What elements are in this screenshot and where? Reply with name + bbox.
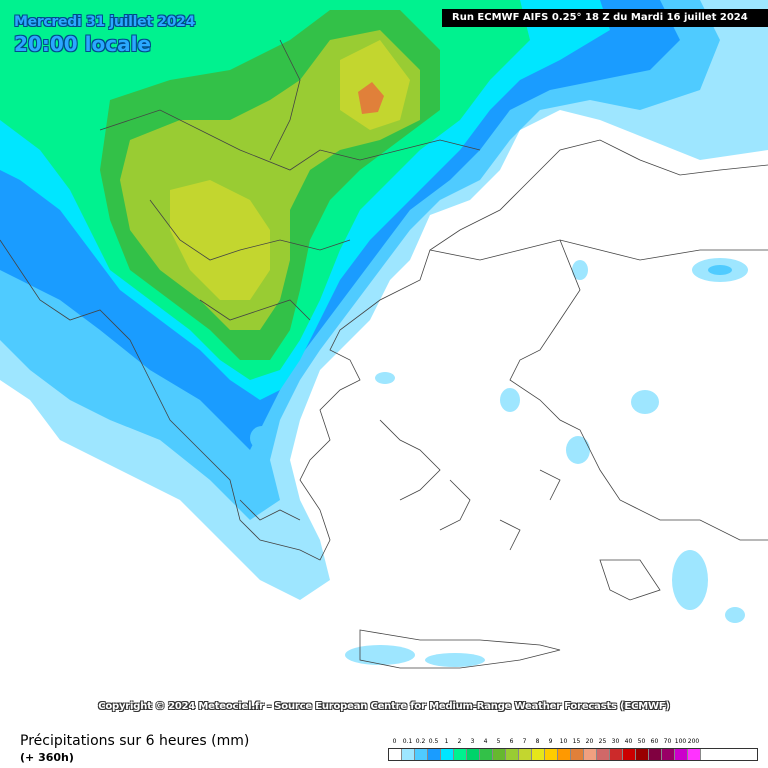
coastlines <box>0 39 768 669</box>
legend-label: 3 <box>470 738 475 745</box>
legend-swatch <box>493 749 506 760</box>
legend-label: 15 <box>572 738 581 745</box>
legend-swatch <box>571 749 584 760</box>
legend-label: 100 <box>674 738 687 745</box>
legend-swatch <box>389 749 402 760</box>
legend-label: 9 <box>548 738 553 745</box>
legend-label: 0 <box>392 738 397 745</box>
forecast-date: Mercredi 31 juillet 2024 <box>14 14 196 30</box>
lead-time: (+ 360h) <box>20 751 74 764</box>
variable-title: Précipitations sur 6 heures (mm) <box>20 733 250 749</box>
precip-core-orange <box>358 82 384 114</box>
legend-swatch <box>402 749 415 760</box>
legend-swatch <box>623 749 636 760</box>
legend-label: 2 <box>457 738 462 745</box>
precip-cell <box>425 653 485 667</box>
precip-cell <box>725 607 745 623</box>
legend-label: 0.1 <box>402 738 413 745</box>
precip-cell <box>375 372 395 384</box>
legend-swatch <box>480 749 493 760</box>
copyright-notice: Copyright © 2024 Meteociel.fr - Source E… <box>98 701 670 712</box>
legend-swatch <box>532 749 545 760</box>
precip-cell <box>250 426 274 450</box>
legend-label: 60 <box>650 738 659 745</box>
legend-swatch <box>506 749 519 760</box>
legend-swatch <box>688 749 701 760</box>
precip-cell <box>708 265 732 275</box>
legend-label: 25 <box>598 738 607 745</box>
forecast-local-time: 20:00 locale <box>14 32 151 56</box>
legend-swatch <box>519 749 532 760</box>
precip-cell <box>500 388 520 412</box>
legend-swatch <box>662 749 675 760</box>
legend-swatch <box>610 749 623 760</box>
legend-label: 20 <box>585 738 594 745</box>
precip-cell <box>566 436 590 464</box>
precip-cell <box>672 550 708 610</box>
legend-label: 8 <box>535 738 540 745</box>
precip-band-yellow <box>170 180 270 300</box>
legend-swatch <box>415 749 428 760</box>
legend-swatch <box>675 749 688 760</box>
legend-swatch <box>597 749 610 760</box>
legend-label: 0.2 <box>415 738 426 745</box>
precip-cell <box>572 260 588 280</box>
legend-color-bar <box>388 748 758 761</box>
legend-swatch <box>584 749 597 760</box>
legend-swatch <box>428 749 441 760</box>
legend-swatch <box>636 749 649 760</box>
legend-label: 40 <box>624 738 633 745</box>
model-run-info: Run ECMWF AIFS 0.25° 18 Z du Mardi 16 ju… <box>442 9 768 27</box>
precip-cell <box>631 390 659 414</box>
legend-label: 5 <box>496 738 501 745</box>
legend-label: 50 <box>637 738 646 745</box>
precip-cell <box>345 645 415 665</box>
legend-swatch <box>545 749 558 760</box>
legend-label: 30 <box>611 738 620 745</box>
legend-label: 1 <box>444 738 449 745</box>
legend-label: 10 <box>559 738 568 745</box>
legend-label: 7 <box>522 738 527 745</box>
legend-labels: 0 0.1 0.2 0.5 1 2 3 4 5 6 7 8 9 10 15 20 25 30 40 50 60 70 100… <box>388 738 758 748</box>
legend-label: 200 <box>687 738 700 745</box>
color-legend: 0 0.1 0.2 0.5 1 2 3 4 5 6 7 8 9 10 15 20 25 30 40 50 60 70 100… <box>388 738 758 761</box>
legend-swatch <box>558 749 571 760</box>
legend-label: 70 <box>663 738 672 745</box>
legend-swatch <box>454 749 467 760</box>
precipitation-map <box>0 0 768 669</box>
legend-label: 0.5 <box>428 738 439 745</box>
legend-label: 4 <box>483 738 488 745</box>
legend-swatch <box>467 749 480 760</box>
legend-label: 6 <box>509 738 514 745</box>
precip-band-yellow-north <box>340 40 410 130</box>
legend-swatch <box>649 749 662 760</box>
legend-swatch <box>441 749 454 760</box>
